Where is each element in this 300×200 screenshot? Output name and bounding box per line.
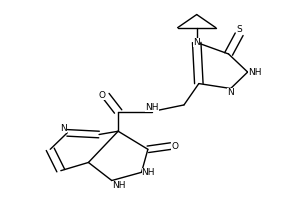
Text: NH: NH <box>142 168 155 177</box>
Text: O: O <box>98 91 105 100</box>
Text: O: O <box>171 142 178 151</box>
Text: N: N <box>227 88 234 97</box>
Text: NH: NH <box>146 103 159 112</box>
Text: N: N <box>193 38 200 47</box>
Text: NH: NH <box>112 181 125 190</box>
Text: N: N <box>61 124 67 133</box>
Text: NH: NH <box>248 68 261 77</box>
Text: S: S <box>236 25 242 34</box>
